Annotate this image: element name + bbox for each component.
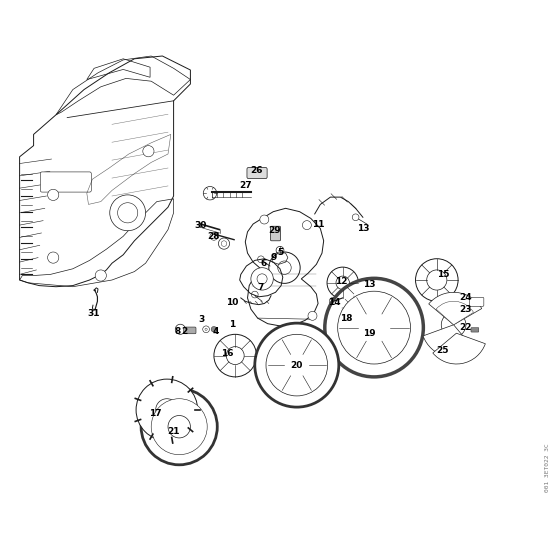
Text: 5: 5: [277, 248, 283, 256]
Circle shape: [302, 221, 311, 230]
Circle shape: [156, 399, 178, 421]
Text: 8: 8: [175, 327, 181, 336]
Text: 7: 7: [257, 283, 264, 292]
Text: 11: 11: [312, 220, 324, 228]
Circle shape: [366, 320, 382, 335]
Text: 3: 3: [198, 315, 205, 324]
Circle shape: [266, 334, 328, 396]
Text: 14: 14: [328, 298, 340, 307]
Text: 28: 28: [208, 232, 220, 241]
Circle shape: [175, 324, 185, 334]
Circle shape: [118, 203, 138, 223]
Text: 29: 29: [268, 226, 281, 235]
Text: 30: 30: [194, 221, 207, 230]
Text: 22: 22: [460, 323, 472, 332]
Circle shape: [226, 347, 244, 365]
Text: 25: 25: [436, 346, 449, 354]
Text: 9: 9: [270, 253, 277, 262]
Circle shape: [291, 360, 302, 371]
Circle shape: [251, 268, 273, 290]
Text: 17: 17: [150, 409, 162, 418]
Circle shape: [218, 238, 230, 249]
Circle shape: [441, 312, 466, 337]
Circle shape: [427, 270, 447, 290]
Text: 16: 16: [221, 349, 233, 358]
Circle shape: [358, 312, 390, 343]
FancyBboxPatch shape: [469, 297, 484, 306]
Circle shape: [273, 233, 278, 237]
Text: 4: 4: [212, 327, 219, 336]
FancyBboxPatch shape: [247, 167, 267, 179]
Text: 15: 15: [437, 270, 450, 279]
Circle shape: [308, 311, 317, 320]
Circle shape: [95, 270, 106, 281]
FancyBboxPatch shape: [184, 327, 196, 334]
Circle shape: [278, 261, 291, 274]
Circle shape: [168, 416, 190, 438]
Circle shape: [348, 302, 360, 314]
Text: 26: 26: [250, 166, 263, 175]
Text: 6: 6: [260, 259, 267, 268]
FancyBboxPatch shape: [270, 226, 281, 241]
Text: 21: 21: [167, 427, 180, 436]
Text: 18: 18: [340, 314, 352, 323]
Circle shape: [455, 298, 461, 304]
Circle shape: [255, 323, 339, 407]
FancyBboxPatch shape: [471, 328, 479, 332]
Circle shape: [325, 278, 423, 377]
Circle shape: [48, 189, 59, 200]
Circle shape: [214, 334, 256, 377]
Wedge shape: [436, 301, 474, 325]
Text: 13: 13: [363, 280, 376, 289]
Text: 31: 31: [88, 309, 100, 318]
Circle shape: [338, 291, 410, 364]
FancyBboxPatch shape: [40, 172, 91, 192]
Wedge shape: [429, 292, 482, 325]
Text: 1: 1: [229, 320, 236, 329]
Circle shape: [143, 146, 154, 157]
Text: 2: 2: [181, 327, 188, 336]
Circle shape: [284, 353, 309, 377]
Text: 20: 20: [291, 361, 303, 370]
Circle shape: [251, 291, 258, 298]
Text: 12: 12: [335, 277, 348, 286]
Circle shape: [269, 252, 300, 283]
Wedge shape: [423, 325, 474, 357]
Text: 24: 24: [460, 293, 472, 302]
Circle shape: [260, 215, 269, 224]
Circle shape: [203, 326, 209, 333]
Circle shape: [205, 328, 207, 330]
Circle shape: [110, 195, 146, 231]
Text: 27: 27: [239, 181, 251, 190]
Circle shape: [221, 241, 227, 246]
Circle shape: [352, 214, 359, 221]
Circle shape: [258, 256, 264, 263]
Circle shape: [48, 252, 59, 263]
Circle shape: [257, 274, 267, 284]
Circle shape: [342, 296, 366, 320]
Circle shape: [327, 267, 358, 298]
Circle shape: [203, 186, 217, 200]
Circle shape: [276, 246, 284, 254]
Circle shape: [329, 297, 337, 305]
Circle shape: [210, 232, 218, 240]
Text: 13: 13: [357, 224, 369, 233]
Circle shape: [161, 404, 172, 416]
Text: 10: 10: [226, 298, 239, 307]
Text: 23: 23: [460, 305, 472, 314]
Circle shape: [211, 326, 217, 332]
Circle shape: [151, 399, 207, 455]
Circle shape: [446, 346, 452, 352]
Circle shape: [141, 389, 217, 465]
Circle shape: [136, 379, 198, 441]
Circle shape: [336, 276, 349, 290]
Text: 001 3ET022 3C: 001 3ET022 3C: [545, 443, 550, 492]
Circle shape: [416, 259, 458, 301]
Wedge shape: [433, 333, 486, 364]
Text: 19: 19: [363, 329, 376, 338]
